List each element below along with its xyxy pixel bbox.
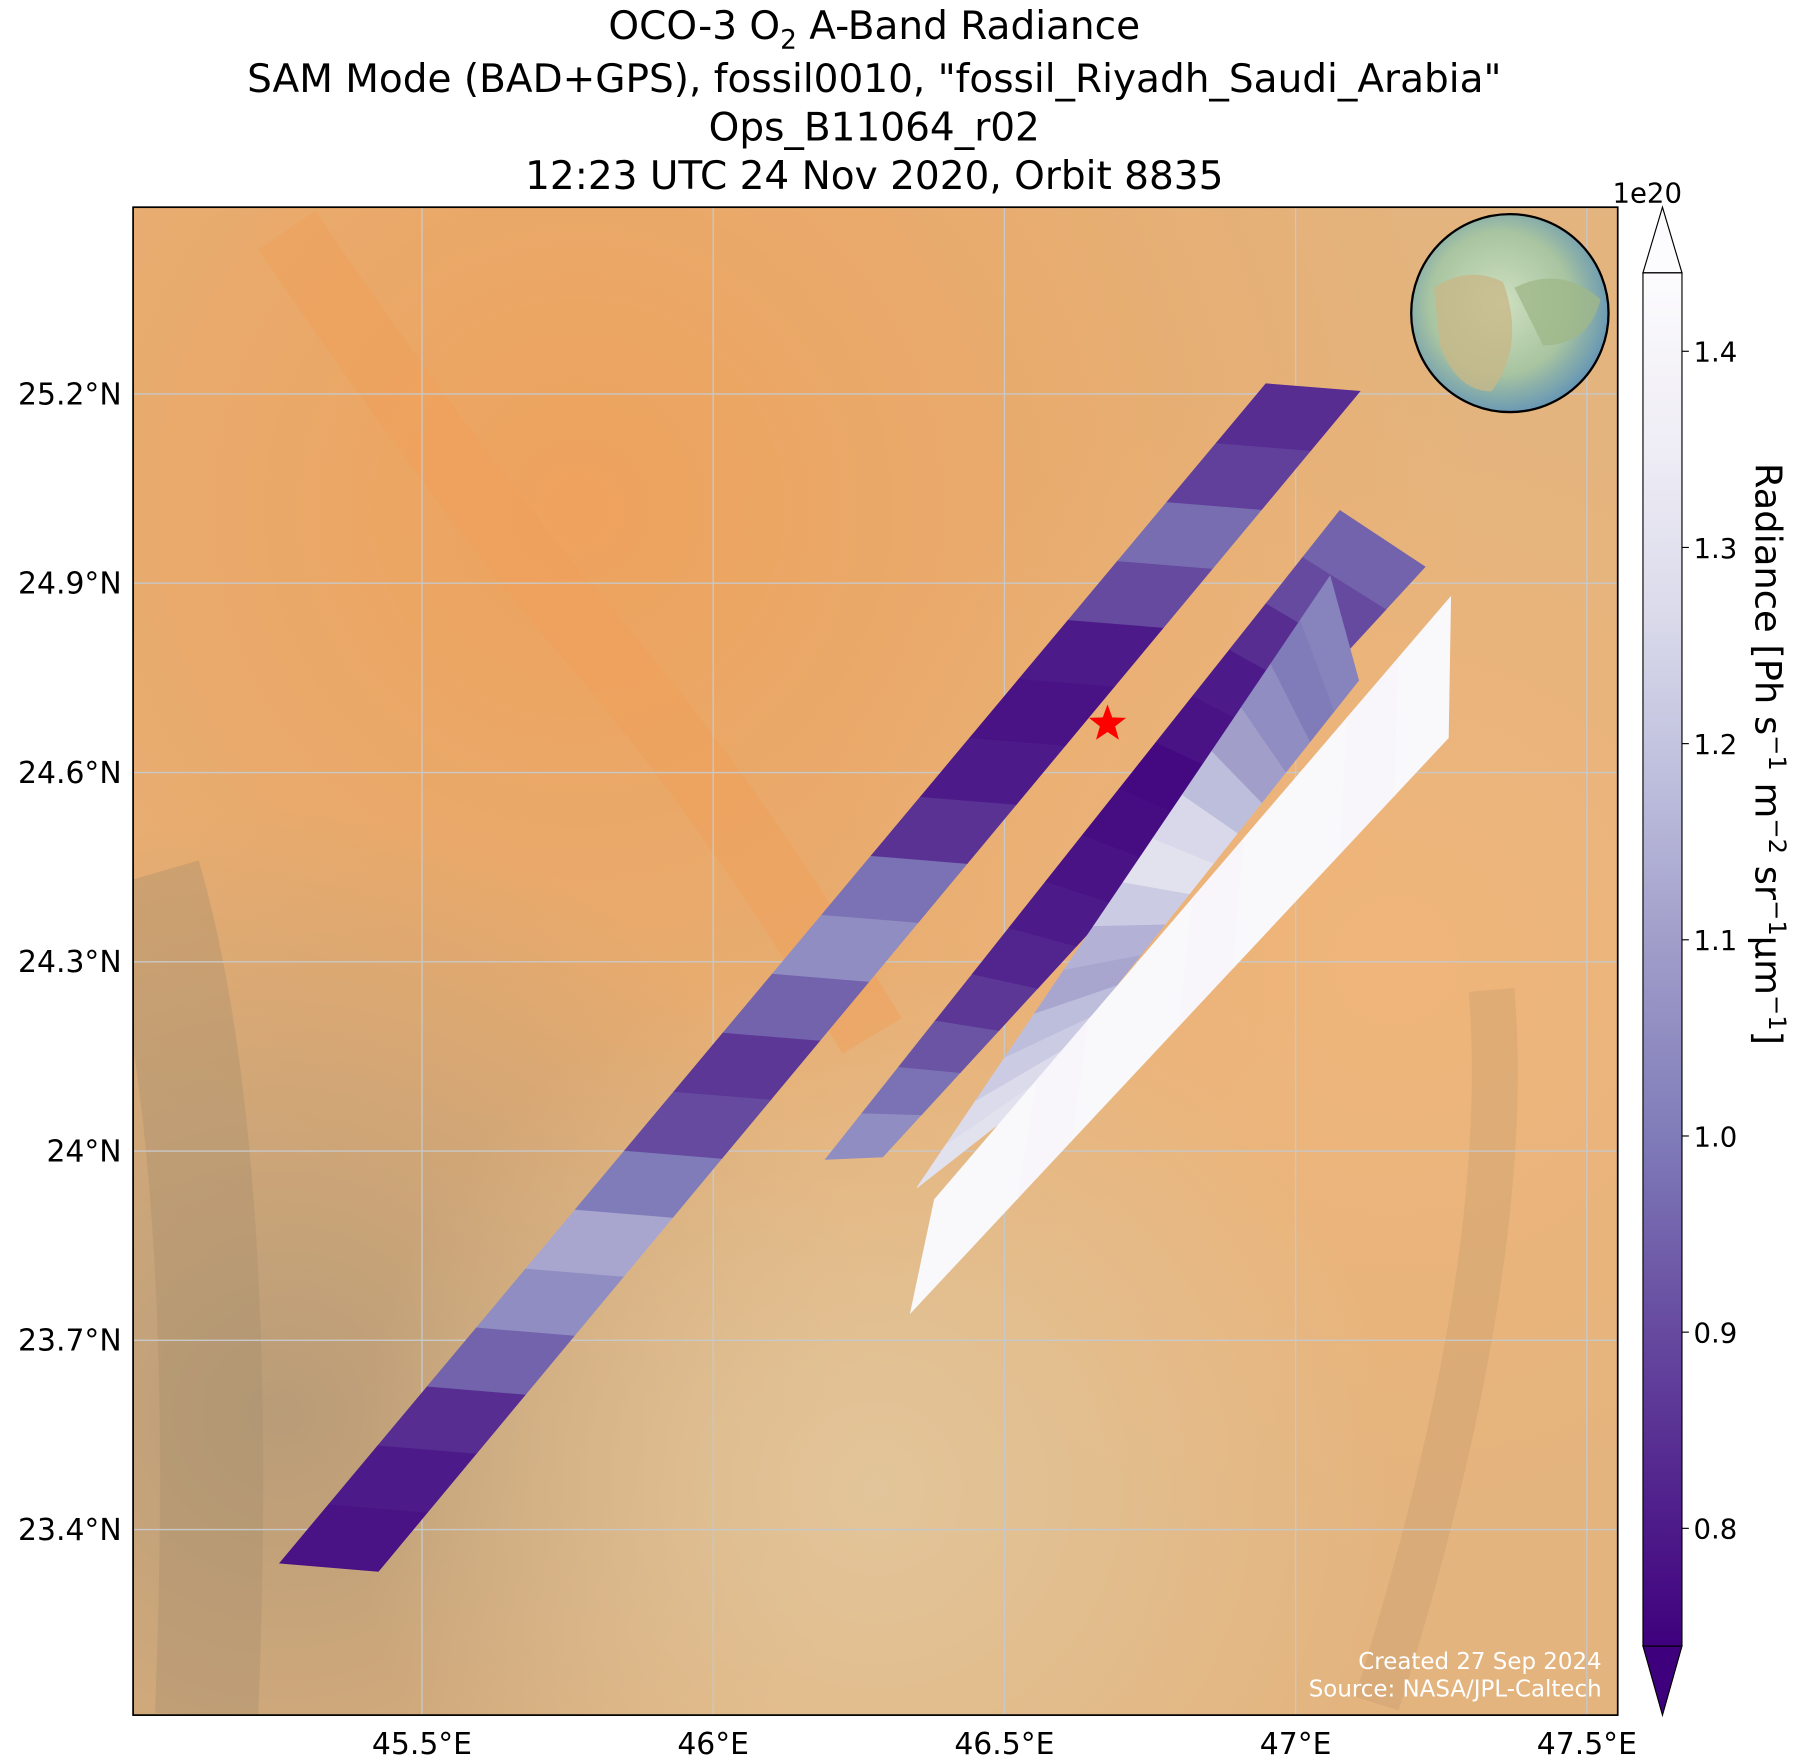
colorbar-label-part: −1 — [1763, 900, 1791, 936]
colorbar — [1642, 272, 1682, 1647]
colorbar-tick-label: 1.3 — [1693, 532, 1737, 565]
chart-subtitle: Ops_B11064_r02 — [709, 105, 1040, 150]
map-frame — [132, 206, 1619, 1716]
y-tick-label: 23.4°N — [18, 1513, 122, 1548]
colorbar-label-part: µm — [1746, 936, 1789, 995]
colorbar-label-part: Radiance [Ph s — [1746, 463, 1789, 735]
colorbar-label-part: m — [1746, 771, 1789, 819]
colorbar-frame — [1642, 272, 1683, 1647]
colorbar-label-part: −2 — [1763, 818, 1791, 854]
colorbar-label: Radiance [Ph s−1 m−2 sr−1µm−1] — [1746, 463, 1791, 1045]
chart-title: OCO-3 O2 A-Band Radiance — [608, 4, 1140, 55]
colorbar-extend — [1642, 205, 1683, 274]
y-tick-label: 24°N — [46, 1134, 121, 1169]
x-tick-label: 45.5°E — [372, 1727, 472, 1760]
colorbar-tick-label: 0.9 — [1693, 1316, 1737, 1349]
colorbar-tick-label: 0.8 — [1693, 1513, 1737, 1546]
swath-cell — [1302, 510, 1426, 610]
colorbar-tick-label: 1.2 — [1693, 728, 1737, 761]
colorbar-tick-label: 1.0 — [1693, 1120, 1737, 1153]
swath-cell — [1393, 595, 1452, 797]
colorbar-label-part: sr — [1746, 854, 1789, 901]
chart-subtitle: SAM Mode (BAD+GPS), fossil0010, "fossil_… — [247, 57, 1501, 102]
swath-cell — [1215, 383, 1361, 451]
x-tick-label: 46.5°E — [954, 1727, 1054, 1760]
target-star — [1088, 704, 1127, 740]
y-tick-label: 24.6°N — [18, 756, 122, 791]
colorbar-label-part: −1 — [1763, 995, 1791, 1031]
x-tick-label: 47°E — [1260, 1727, 1332, 1760]
inset-globe — [1410, 212, 1610, 414]
colorbar-tick-label: 1.4 — [1693, 336, 1737, 369]
y-tick-label: 24.3°N — [18, 945, 122, 980]
y-tick-label: 23.7°N — [18, 1324, 122, 1359]
x-tick-label: 47.5°E — [1537, 1727, 1637, 1760]
colorbar-offset: 1e20 — [1612, 177, 1681, 210]
colorbar-tick-label: 1.1 — [1693, 924, 1737, 957]
swath-cell — [1299, 575, 1360, 712]
chart-subtitle: 12:23 UTC 24 Nov 2020, Orbit 8835 — [525, 154, 1223, 199]
colorbar-label-part: ] — [1746, 1031, 1789, 1045]
credit: Created 27 Sep 2024 — [1358, 1649, 1601, 1675]
credit: Source: NASA/JPL-Caltech — [1309, 1677, 1602, 1703]
colorbar-extend — [1642, 1645, 1683, 1718]
x-tick-label: 46°E — [677, 1727, 749, 1760]
colorbar-label-part: −1 — [1763, 735, 1791, 771]
y-tick-label: 25.2°N — [18, 377, 122, 412]
y-tick-label: 24.9°N — [18, 567, 122, 602]
